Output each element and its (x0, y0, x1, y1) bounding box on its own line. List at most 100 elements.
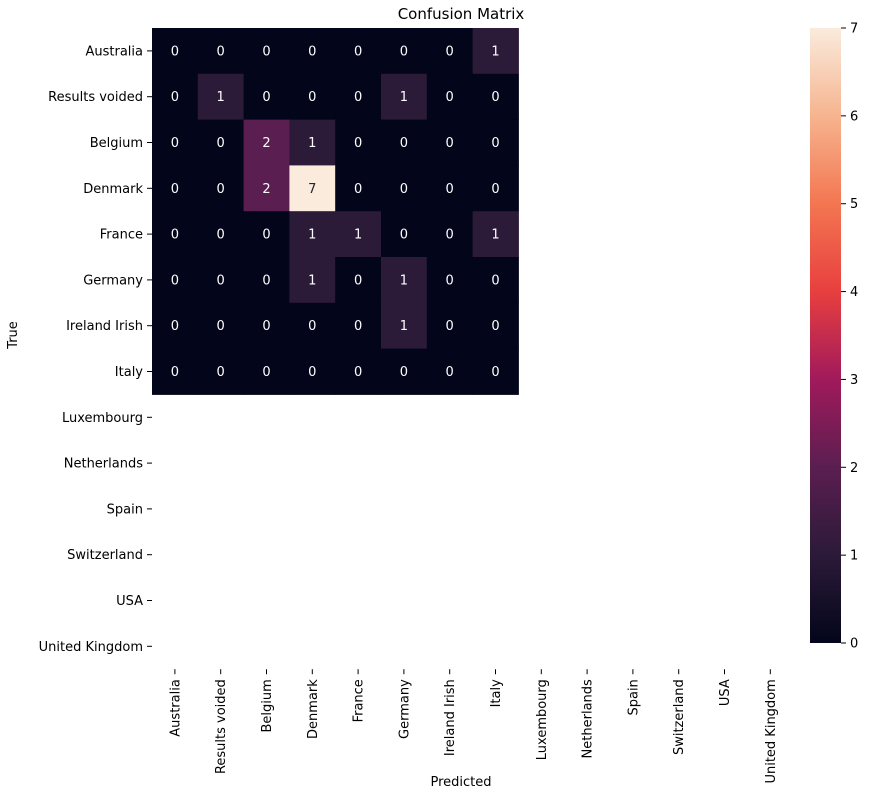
heatmap-cell (197, 348, 245, 395)
heatmap-cell (381, 119, 428, 166)
y-axis-label: True (6, 321, 21, 350)
x-tick-label: Luxembourg (535, 679, 550, 760)
cell-value-label: 0 (217, 228, 225, 243)
cell-value-label: 0 (217, 273, 225, 288)
cell-value-label: 0 (217, 365, 225, 380)
heatmap-cell (335, 119, 382, 166)
heatmap-cell (243, 257, 290, 304)
cell-value-label: 0 (171, 182, 179, 197)
y-tick-label: Switzerland (67, 548, 143, 563)
cell-value-label: 0 (171, 228, 179, 243)
heatmap-cell (381, 28, 428, 75)
cell-value-label: 0 (308, 90, 316, 105)
cell-value-label: 0 (446, 273, 454, 288)
heatmap-cell (335, 302, 382, 350)
cell-value-label: 0 (446, 136, 454, 151)
colorbar-tick-label: 3 (850, 373, 858, 388)
heatmap-cell (335, 73, 382, 121)
y-tick-label: Luxembourg (62, 411, 143, 426)
heatmap-cell (243, 73, 290, 121)
cell-value-label: 0 (446, 228, 454, 243)
cell-value-label: 0 (446, 319, 454, 334)
cell-value-label: 0 (491, 319, 499, 334)
x-tick-label: Ireland Irish (443, 679, 458, 756)
cell-value-label: 1 (308, 136, 316, 151)
x-tick-label: Switzerland (672, 679, 687, 755)
heatmap-cell (289, 165, 336, 212)
heatmap-cell (426, 165, 474, 212)
colorbar-tick-label: 4 (850, 285, 858, 300)
heatmap-cell (243, 28, 290, 75)
heatmap-cells: 0 0 0 0 0 0 0 1 0 1 0 0 0 1 0 0 0 0 2 1 0 0 0 0 0 0 2 7 0 0 0 0 0 0 0 1 1 0 0 1… (152, 28, 519, 395)
heatmap-cell (152, 211, 199, 258)
cell-value-label: 0 (491, 136, 499, 151)
cell-value-label: 0 (262, 44, 270, 59)
cell-value-label: 1 (400, 319, 408, 334)
heatmap-cell (197, 73, 245, 121)
cell-value-label: 0 (491, 365, 499, 380)
heatmap-cell (152, 73, 199, 121)
heatmap-cell (243, 211, 290, 258)
x-axis-label: Predicted (430, 775, 491, 790)
y-tick-label: Belgium (90, 136, 143, 151)
x-tick-label: Spain (626, 679, 641, 715)
cell-value-label: 0 (400, 182, 408, 197)
colorbar-tick-label: 2 (850, 461, 858, 476)
cell-value-label: 0 (217, 319, 225, 334)
heatmap-cell (289, 348, 336, 395)
heatmap-cell (426, 348, 474, 395)
cell-value-label: 1 (354, 228, 362, 243)
heatmap-cell (152, 28, 199, 75)
heatmap-cell (197, 28, 245, 75)
cell-value-label: 0 (262, 365, 270, 380)
y-tick-label: Germany (83, 273, 143, 288)
heatmap-cell (381, 257, 428, 304)
heatmap-cell (381, 73, 428, 121)
heatmap-cell (152, 302, 199, 350)
cell-value-label: 0 (491, 90, 499, 105)
heatmap-cell (426, 257, 474, 304)
colorbar-tick-label: 1 (850, 549, 858, 564)
heatmap-cell (197, 257, 245, 304)
heatmap-cell (381, 165, 428, 212)
cell-value-label: 0 (354, 136, 362, 151)
cell-value-label: 7 (308, 182, 316, 197)
heatmap-cell (472, 257, 519, 304)
cell-value-label: 1 (491, 228, 499, 243)
y-tick-label: Netherlands (64, 457, 143, 472)
cell-value-label: 0 (171, 365, 179, 380)
cell-value-label: 0 (308, 44, 316, 59)
heatmap-cell (426, 28, 474, 75)
heatmap-cell (472, 348, 519, 395)
heatmap-cell (289, 28, 336, 75)
cell-value-label: 1 (308, 228, 316, 243)
y-tick-label: Ireland Irish (66, 319, 143, 334)
cell-value-label: 0 (354, 182, 362, 197)
heatmap-cell (426, 73, 474, 121)
heatmap-cell (243, 119, 290, 166)
heatmap-cell (152, 119, 199, 166)
cell-value-label: 0 (446, 182, 454, 197)
heatmap-cell (472, 73, 519, 121)
heatmap-cell (152, 257, 199, 304)
cell-value-label: 0 (354, 319, 362, 334)
cell-value-label: 1 (400, 90, 408, 105)
cell-value-label: 0 (446, 44, 454, 59)
heatmap-cell (197, 165, 245, 212)
cell-value-label: 0 (400, 228, 408, 243)
heatmap-cell (289, 119, 336, 166)
cell-value-label: 0 (171, 319, 179, 334)
heatmap-cell (243, 348, 290, 395)
heatmap-cell (289, 73, 336, 121)
cell-value-label: 0 (171, 136, 179, 151)
heatmap-cell (197, 302, 245, 350)
x-tick-label: Results voided (214, 679, 229, 774)
heatmap-cell (426, 302, 474, 350)
x-tick-label: USA (718, 679, 733, 706)
y-tick-label: France (100, 228, 143, 243)
cell-value-label: 0 (446, 365, 454, 380)
cell-value-label: 0 (400, 136, 408, 151)
cell-value-label: 0 (217, 136, 225, 151)
cell-value-label: 0 (308, 365, 316, 380)
heatmap-cell (243, 165, 290, 212)
